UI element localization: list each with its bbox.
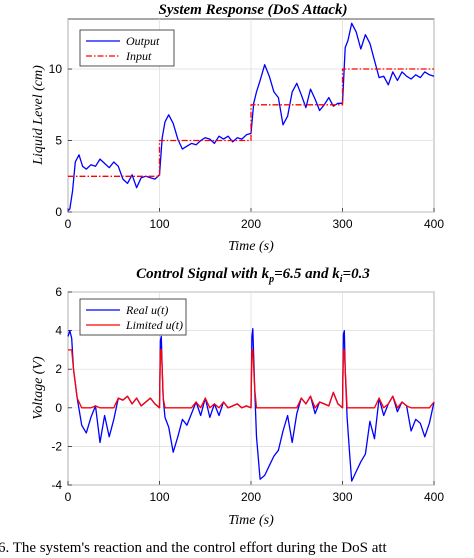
x-tick-label: 400 xyxy=(424,217,444,231)
y-tick-label: -2 xyxy=(51,439,62,453)
y-axis-label: Voltage (V) xyxy=(31,356,46,420)
chart-title: Control Signal with kp=6.5 and ki=0.3 xyxy=(136,266,370,285)
grid xyxy=(67,19,435,213)
tick-labels: 0 100 200 300 400 -4 -2 0 2 4 6 xyxy=(51,285,444,504)
legend: Real u(t) Limited u(t) xyxy=(79,298,187,336)
series-line-2 xyxy=(68,349,435,409)
x-tick-label: 100 xyxy=(149,490,169,504)
y-tick-label: 10 xyxy=(49,62,63,76)
y-tick-label: 5 xyxy=(55,134,62,148)
chart-system-response: System Response (DoS Attack) 0 100 200 300 4… xyxy=(31,2,444,254)
legend-label-real: Real u(t) xyxy=(125,303,168,317)
legend: Output Input xyxy=(79,29,175,67)
x-tick-label: 0 xyxy=(65,217,72,231)
x-axis-label: Time (s) xyxy=(228,513,274,528)
y-axis-label: Liquid Level (cm) xyxy=(31,65,46,166)
x-tick-label: 100 xyxy=(149,217,169,231)
chart-title: System Response (DoS Attack) xyxy=(158,2,347,18)
x-axis-label: Time (s) xyxy=(228,239,274,254)
series-line-2 xyxy=(68,68,434,177)
x-tick-label: 300 xyxy=(332,217,352,231)
x-tick-label: 0 xyxy=(65,490,72,504)
legend-label-input: Input xyxy=(125,49,152,63)
y-tick-label: 6 xyxy=(55,285,62,299)
x-tick-label: 200 xyxy=(241,217,261,231)
y-tick-label: 2 xyxy=(55,362,62,376)
x-tick-label: 200 xyxy=(241,490,261,504)
legend-label-output: Output xyxy=(126,34,160,48)
chart-control-signal: Control Signal with kp=6.5 and ki=0.3 0 1… xyxy=(31,266,444,528)
legend-label-limited: Limited u(t) xyxy=(125,318,183,332)
x-tick-label: 400 xyxy=(424,490,444,504)
y-tick-label: 0 xyxy=(55,401,62,415)
series-line-1 xyxy=(67,22,435,212)
y-tick-label: 4 xyxy=(55,324,62,338)
x-tick-label: 300 xyxy=(332,490,352,504)
y-tick-label: -4 xyxy=(51,478,62,492)
figure-caption: 6. The system's reaction and the control… xyxy=(0,540,388,556)
tick-labels: 0 100 200 300 400 0 5 10 xyxy=(49,62,445,231)
series-group xyxy=(67,22,435,212)
legend-box xyxy=(79,298,187,336)
y-tick-label: 0 xyxy=(55,205,62,219)
legend-box xyxy=(79,29,175,67)
series-group xyxy=(67,328,435,482)
